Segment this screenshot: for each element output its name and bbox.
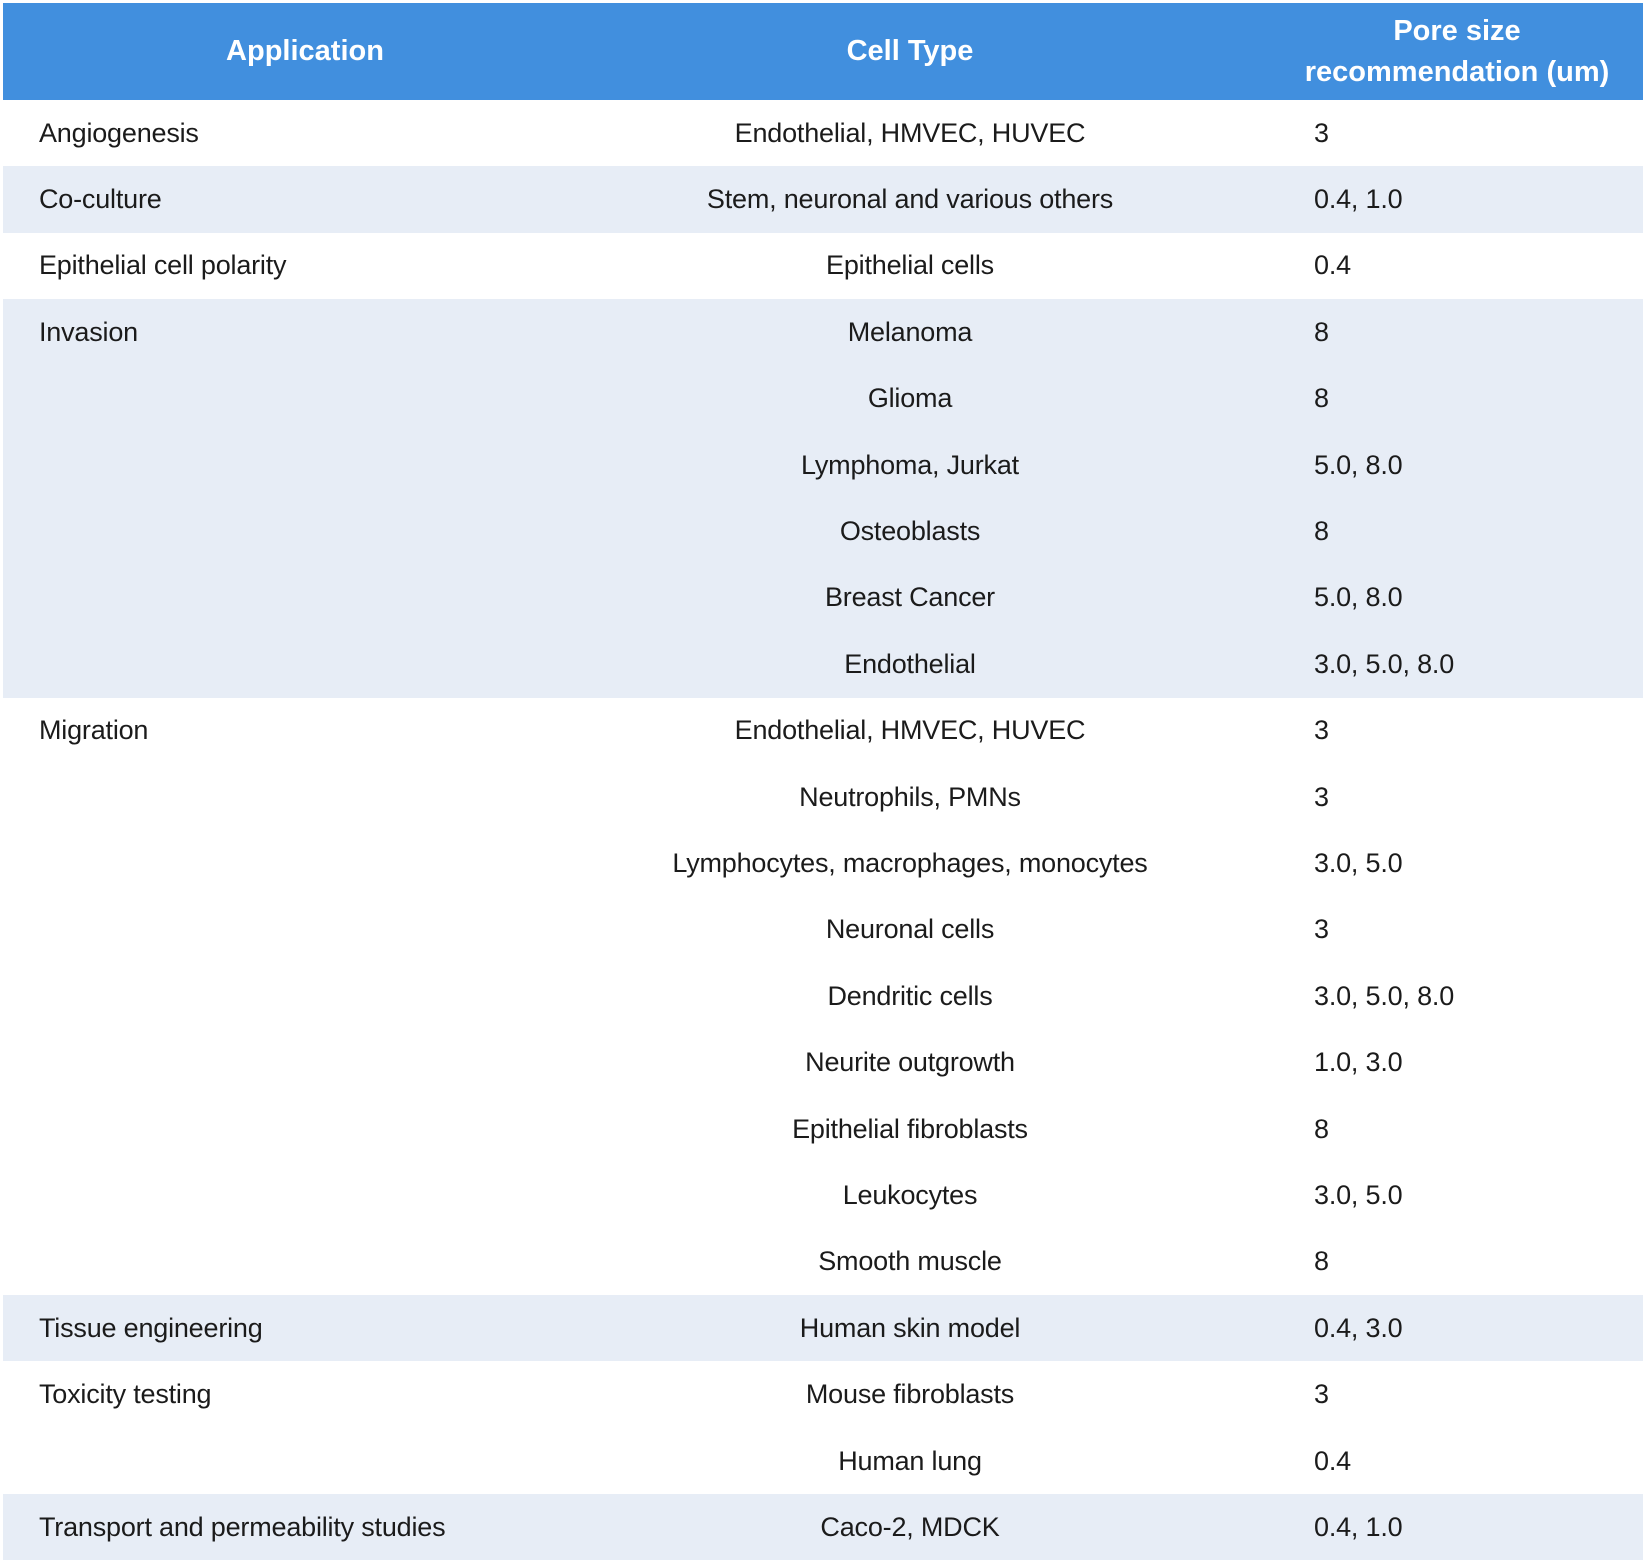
table-row: Lymphoma, Jurkat 5.0, 8.0 xyxy=(3,432,1643,498)
pore-size-cell: 3.0, 5.0 xyxy=(1314,847,1403,878)
pore-size-cell: 3 xyxy=(1314,781,1329,812)
cell-type-cell: Lymphocytes, macrophages, monocytes xyxy=(672,847,1148,878)
pore-size-cell: 0.4 xyxy=(1314,250,1351,281)
table-row: Co-culture Stem, neuronal and various ot… xyxy=(3,166,1643,232)
cell-type-cell: Smooth muscle xyxy=(818,1246,1002,1277)
cell-type-cell: Melanoma xyxy=(847,316,973,347)
table-row: Endothelial 3.0, 5.0, 8.0 xyxy=(3,631,1643,697)
pore-size-cell: 3.0, 5.0, 8.0 xyxy=(1314,648,1455,679)
cell-type-cell: Neuronal cells xyxy=(825,914,995,945)
pore-size-cell: 3.0, 5.0 xyxy=(1314,1179,1403,1210)
table-row: Neurite outgrowth 1.0, 3.0 xyxy=(3,1029,1643,1095)
column-header-pore-size-line1: Pore size xyxy=(1393,14,1521,47)
pore-size-cell: 0.4, 1.0 xyxy=(1314,1511,1403,1542)
cell-type-cell: Lymphoma, Jurkat xyxy=(801,449,1019,480)
application-group-co-culture: Co-culture Stem, neuronal and various ot… xyxy=(3,166,1643,233)
application-cell: Transport and permeability studies xyxy=(39,1511,446,1542)
application-cell: Epithelial cell polarity xyxy=(39,250,287,281)
pore-size-cell: 8 xyxy=(1314,1113,1329,1144)
cell-type-cell: Caco-2, MDCK xyxy=(820,1511,1000,1542)
pore-size-cell: 8 xyxy=(1314,383,1329,414)
table-row: Toxicity testing Mouse fibroblasts 3 xyxy=(3,1361,1643,1427)
application-group-migration: Migration Endothelial, HMVEC, HUVEC 3 Ne… xyxy=(3,697,1643,1296)
cell-type-cell: Endothelial xyxy=(844,648,976,679)
application-group-transport-and-permeability-studies: Transport and permeability studies Caco-… xyxy=(3,1494,1643,1560)
pore-size-cell: 3.0, 5.0, 8.0 xyxy=(1314,980,1455,1011)
cell-type-cell: Osteoblasts xyxy=(839,516,981,547)
table-row: Human lung 0.4 xyxy=(3,1428,1643,1494)
table-row: Osteoblasts 8 xyxy=(3,498,1643,564)
column-header-application: Application xyxy=(226,35,384,67)
table-row: Leukocytes 3.0, 5.0 xyxy=(3,1162,1643,1228)
column-header-pore-size-line2: recommendation (um) xyxy=(1304,55,1610,88)
table-row: Transport and permeability studies Caco-… xyxy=(3,1494,1643,1560)
table-body: Angiogenesis Endothelial, HMVEC, HUVEC 3… xyxy=(3,100,1643,1560)
application-group-tissue-engineering: Tissue engineering Human skin model 0.4,… xyxy=(3,1295,1643,1362)
application-cell: Migration xyxy=(39,715,149,746)
cell-type-cell: Epithelial cells xyxy=(826,250,994,281)
application-cell: Toxicity testing xyxy=(39,1379,212,1410)
cell-type-cell: Neutrophils, PMNs xyxy=(799,781,1021,812)
table-row: Dendritic cells 3.0, 5.0, 8.0 xyxy=(3,963,1643,1029)
pore-size-cell: 3 xyxy=(1314,715,1329,746)
application-group-angiogenesis: Angiogenesis Endothelial, HMVEC, HUVEC 3 xyxy=(3,100,1643,167)
application-group-epithelial-cell-polarity: Epithelial cell polarity Epithelial cell… xyxy=(3,232,1643,300)
cell-type-cell: Endothelial, HMVEC, HUVEC xyxy=(734,117,1086,148)
application-cell: Invasion xyxy=(39,316,138,347)
pore-size-cell: 3 xyxy=(1314,117,1329,148)
table-row: Neutrophils, PMNs 3 xyxy=(3,764,1643,830)
table-row: Breast Cancer 5.0, 8.0 xyxy=(3,565,1643,631)
table-header-row: Application Cell Type Pore size recommen… xyxy=(3,3,1643,100)
application-group-invasion: Invasion Melanoma 8 Glioma 8 Lymphoma, J… xyxy=(3,299,1643,698)
pore-size-cell: 5.0, 8.0 xyxy=(1314,449,1403,480)
pore-size-cell: 8 xyxy=(1314,316,1329,347)
pore-size-cell: 8 xyxy=(1314,516,1329,547)
cell-type-cell: Leukocytes xyxy=(842,1179,978,1210)
pore-size-cell: 5.0, 8.0 xyxy=(1314,582,1403,613)
cell-type-cell: Human lung xyxy=(838,1445,982,1476)
cell-type-cell: Breast Cancer xyxy=(825,582,995,613)
cell-type-cell: Stem, neuronal and various others xyxy=(706,184,1114,215)
pore-size-cell: 0.4 xyxy=(1314,1445,1351,1476)
application-cell: Tissue engineering xyxy=(39,1312,263,1343)
pore-size-cell: 0.4, 1.0 xyxy=(1314,184,1403,215)
pore-size-recommendation-table: Application Cell Type Pore size recommen… xyxy=(3,3,1643,1560)
table-row: Smooth muscle 8 xyxy=(3,1229,1643,1295)
cell-type-cell: Glioma xyxy=(867,383,953,414)
table-row: Invasion Melanoma 8 xyxy=(3,299,1643,365)
cell-type-cell: Endothelial, HMVEC, HUVEC xyxy=(734,715,1086,746)
table-row: Migration Endothelial, HMVEC, HUVEC 3 xyxy=(3,698,1643,764)
column-header-pore-size: Pore size recommendation (um) xyxy=(1213,3,1643,100)
table-row: Epithelial cell polarity Epithelial cell… xyxy=(3,233,1643,299)
table-row: Glioma 8 xyxy=(3,366,1643,432)
pore-size-cell: 0.4, 3.0 xyxy=(1314,1312,1403,1343)
table-row: Lymphocytes, macrophages, monocytes 3.0,… xyxy=(3,830,1643,896)
table-row: Neuronal cells 3 xyxy=(3,897,1643,963)
cell-type-cell: Dendritic cells xyxy=(827,980,993,1011)
application-group-toxicity-testing: Toxicity testing Mouse fibroblasts 3 Hum… xyxy=(3,1361,1643,1495)
pore-size-cell: 1.0, 3.0 xyxy=(1314,1047,1403,1078)
pore-size-cell: 3 xyxy=(1314,1379,1329,1410)
pore-size-cell: 8 xyxy=(1314,1246,1329,1277)
table-row: Angiogenesis Endothelial, HMVEC, HUVEC 3 xyxy=(3,100,1643,166)
cell-type-cell: Human skin model xyxy=(799,1312,1021,1343)
cell-type-cell: Neurite outgrowth xyxy=(805,1047,1015,1078)
table-row: Epithelial fibroblasts 8 xyxy=(3,1096,1643,1162)
column-header-cell-type: Cell Type xyxy=(846,35,974,67)
application-cell: Co-culture xyxy=(39,184,162,215)
table-row: Tissue engineering Human skin model 0.4,… xyxy=(3,1295,1643,1361)
cell-type-cell: Mouse fibroblasts xyxy=(805,1379,1015,1410)
pore-size-cell: 3 xyxy=(1314,914,1329,945)
cell-type-cell: Epithelial fibroblasts xyxy=(792,1113,1028,1144)
application-cell: Angiogenesis xyxy=(39,117,199,148)
